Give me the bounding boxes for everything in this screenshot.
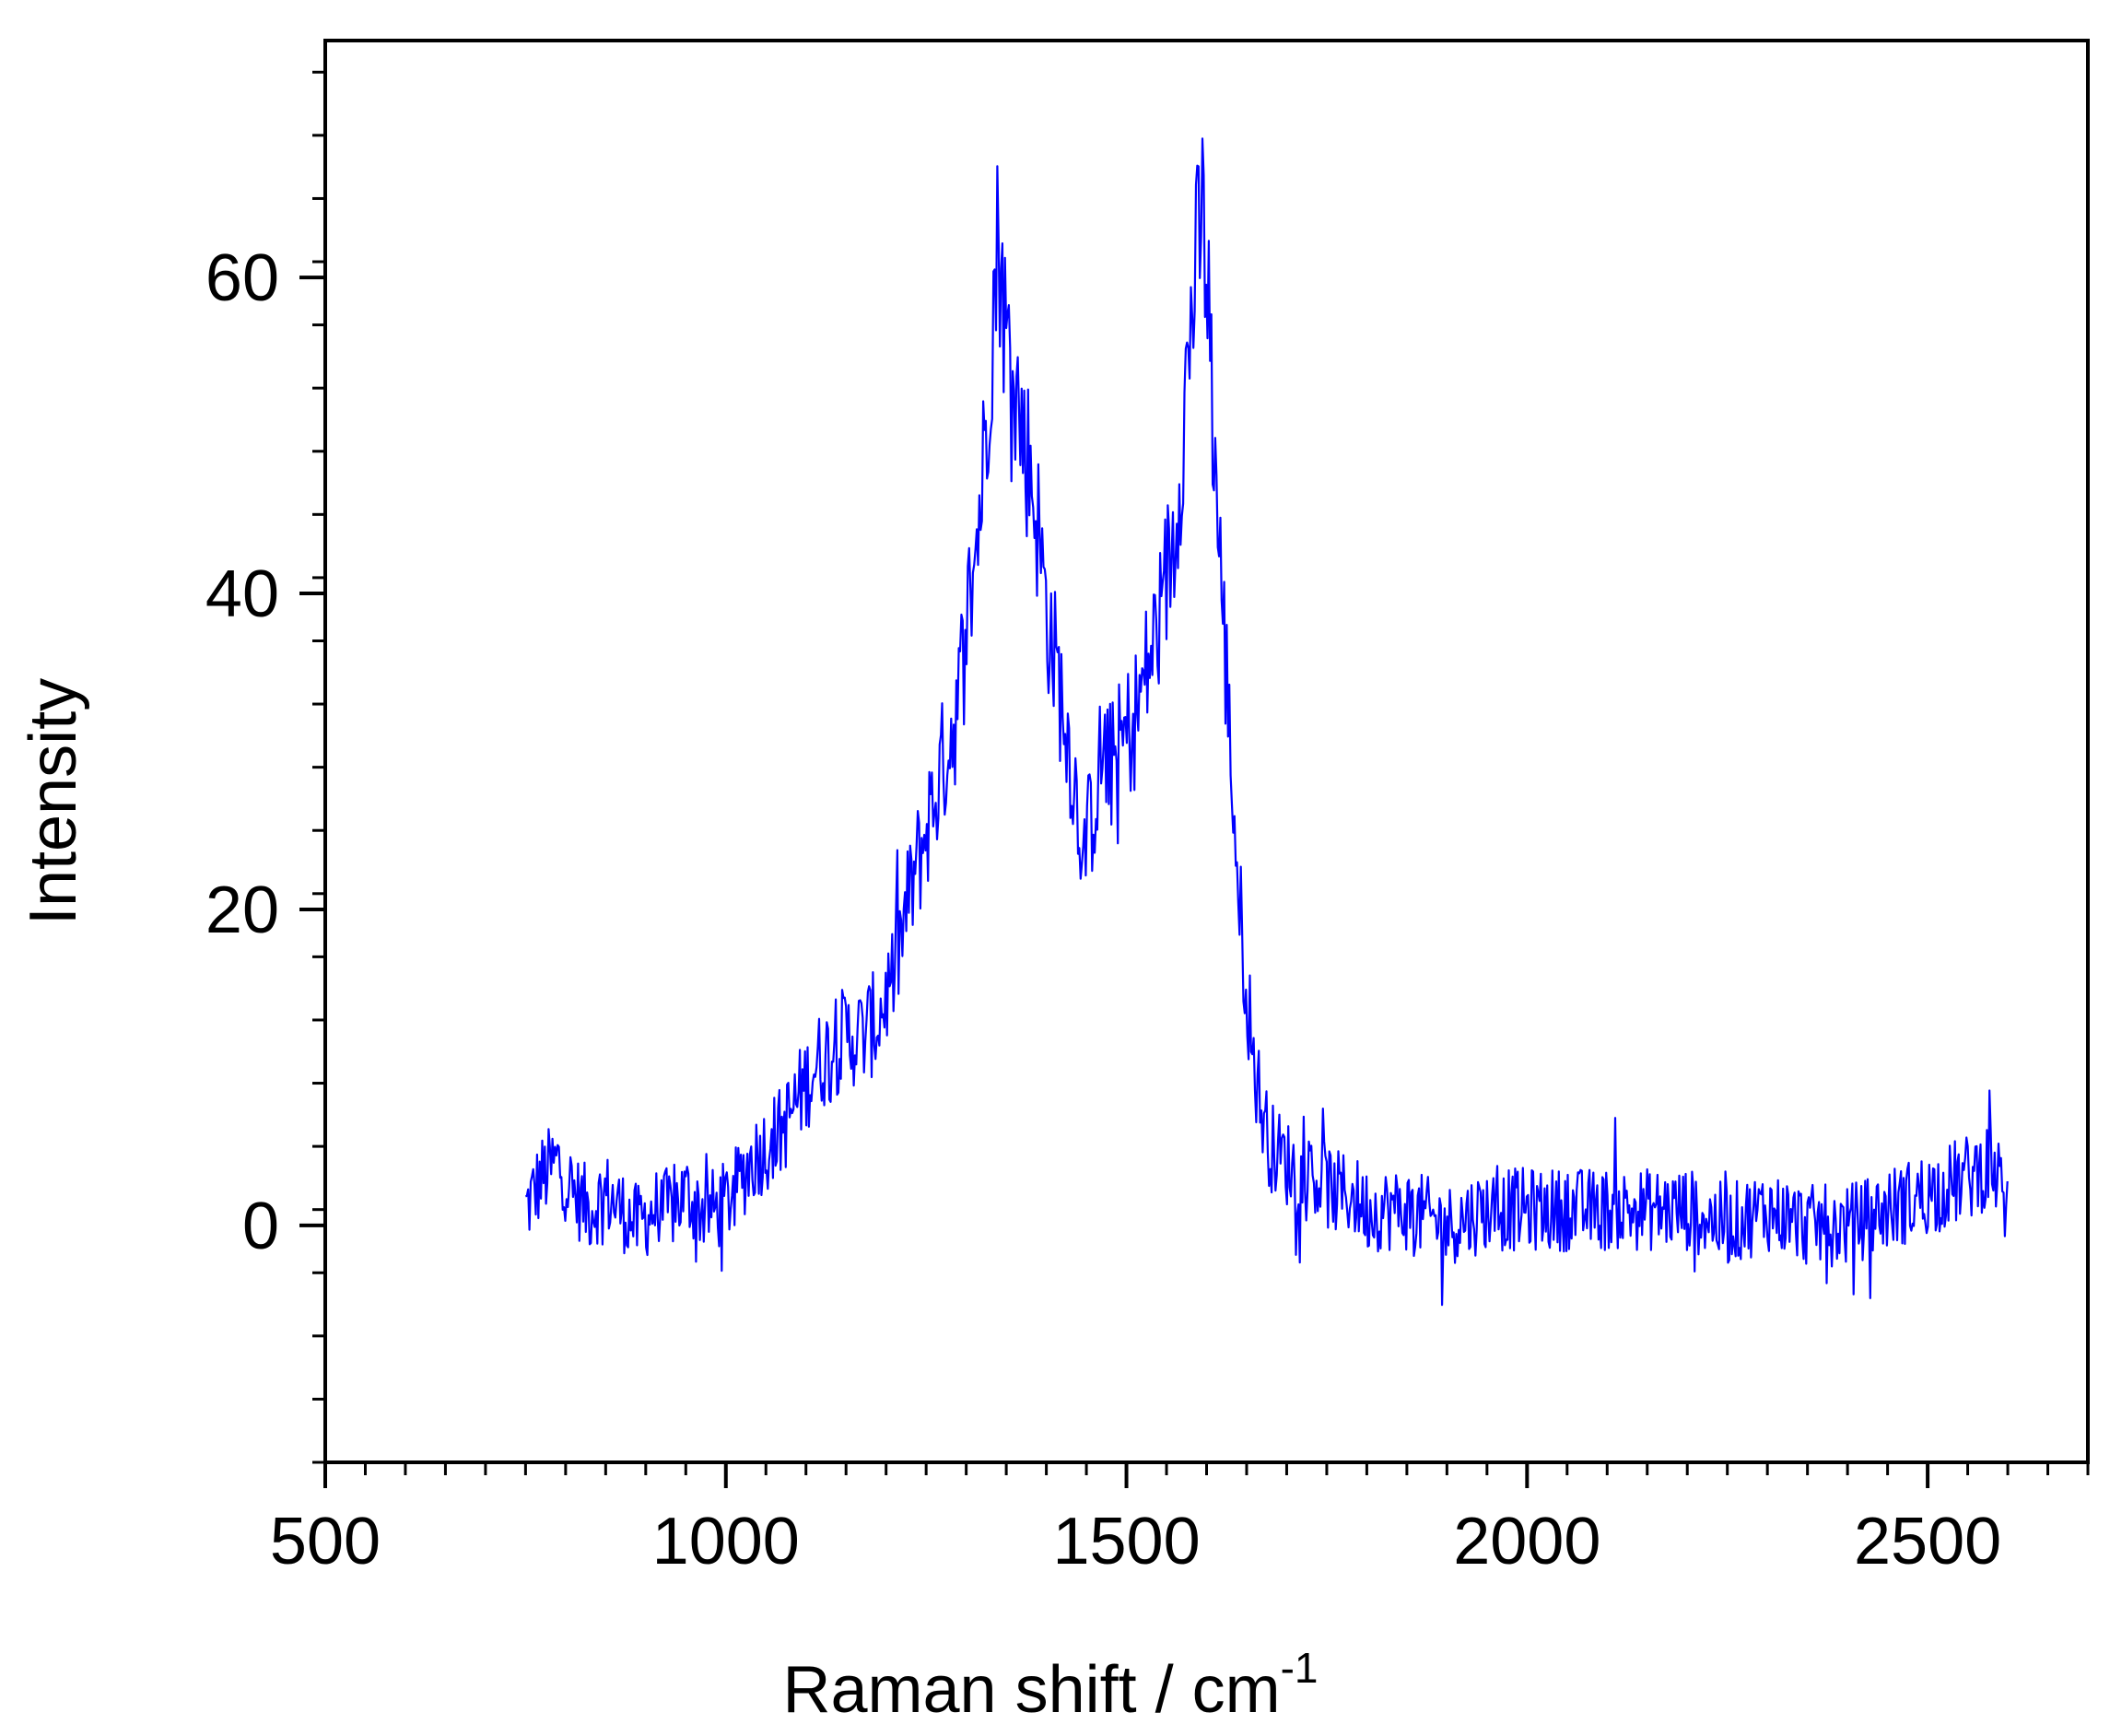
x-axis-title-superscript: -1 [1281, 1644, 1319, 1692]
x-tick-labels: 500 1000 1500 2000 2500 [270, 1505, 2001, 1578]
x-tick-label: 1000 [652, 1505, 800, 1578]
x-tick-label: 2500 [1854, 1505, 2001, 1578]
x-axis-title: Raman shift / cm-1 [782, 1644, 1318, 1727]
plot-frame [323, 39, 2090, 1464]
major-ticks [299, 276, 1930, 1488]
x-axis-title-main: Raman shift / cm [782, 1653, 1280, 1727]
x-tick-label: 1500 [1052, 1505, 1200, 1578]
x-tick-label: 500 [270, 1505, 381, 1578]
y-tick-labels: 0 20 40 60 [205, 241, 279, 1263]
y-tick-label: 40 [205, 557, 279, 631]
series-layer [524, 137, 2009, 1307]
y-tick-label: 60 [205, 241, 279, 315]
minor-ticks [312, 70, 2090, 1475]
spectrum-line [524, 137, 2009, 1307]
y-tick-label: 0 [242, 1190, 279, 1263]
y-tick-label: 20 [205, 874, 279, 947]
x-tick-label: 2000 [1453, 1505, 1600, 1578]
y-axis-title: Intensity [17, 678, 90, 925]
